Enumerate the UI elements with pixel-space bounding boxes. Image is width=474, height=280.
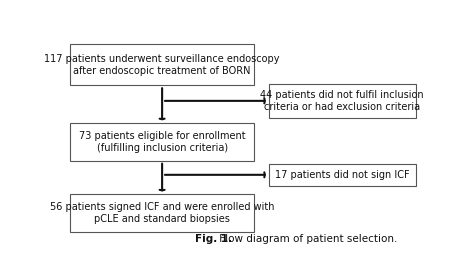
Text: 56 patients signed ICF and were enrolled with
pCLE and standard biopsies: 56 patients signed ICF and were enrolled…	[50, 202, 274, 224]
FancyBboxPatch shape	[70, 123, 254, 161]
FancyBboxPatch shape	[269, 164, 416, 186]
Text: 17 patients did not sign ICF: 17 patients did not sign ICF	[275, 170, 410, 180]
Text: 73 patients eligible for enrollment
(fulfilling inclusion criteria): 73 patients eligible for enrollment (ful…	[79, 131, 246, 153]
FancyBboxPatch shape	[70, 194, 254, 232]
Text: 117 patients underwent surveillance endoscopy
after endoscopic treatment of BORN: 117 patients underwent surveillance endo…	[45, 54, 280, 76]
FancyBboxPatch shape	[70, 44, 254, 85]
Text: Flow diagram of patient selection.: Flow diagram of patient selection.	[217, 234, 398, 244]
FancyBboxPatch shape	[269, 84, 416, 118]
Text: 44 patients did not fulfil inclusion
criteria or had exclusion criteria: 44 patients did not fulfil inclusion cri…	[260, 90, 424, 112]
Text: Fig. 1.: Fig. 1.	[195, 234, 232, 244]
